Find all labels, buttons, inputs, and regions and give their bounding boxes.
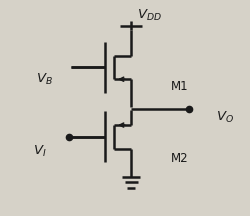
Text: $V_{B}$: $V_{B}$	[36, 72, 53, 87]
Text: M1: M1	[170, 80, 188, 93]
Text: M2: M2	[170, 152, 188, 165]
Text: $V_{O}$: $V_{O}$	[216, 110, 234, 125]
Text: $V_{I}$: $V_{I}$	[33, 144, 46, 159]
Text: $V_{DD}$: $V_{DD}$	[137, 8, 162, 23]
